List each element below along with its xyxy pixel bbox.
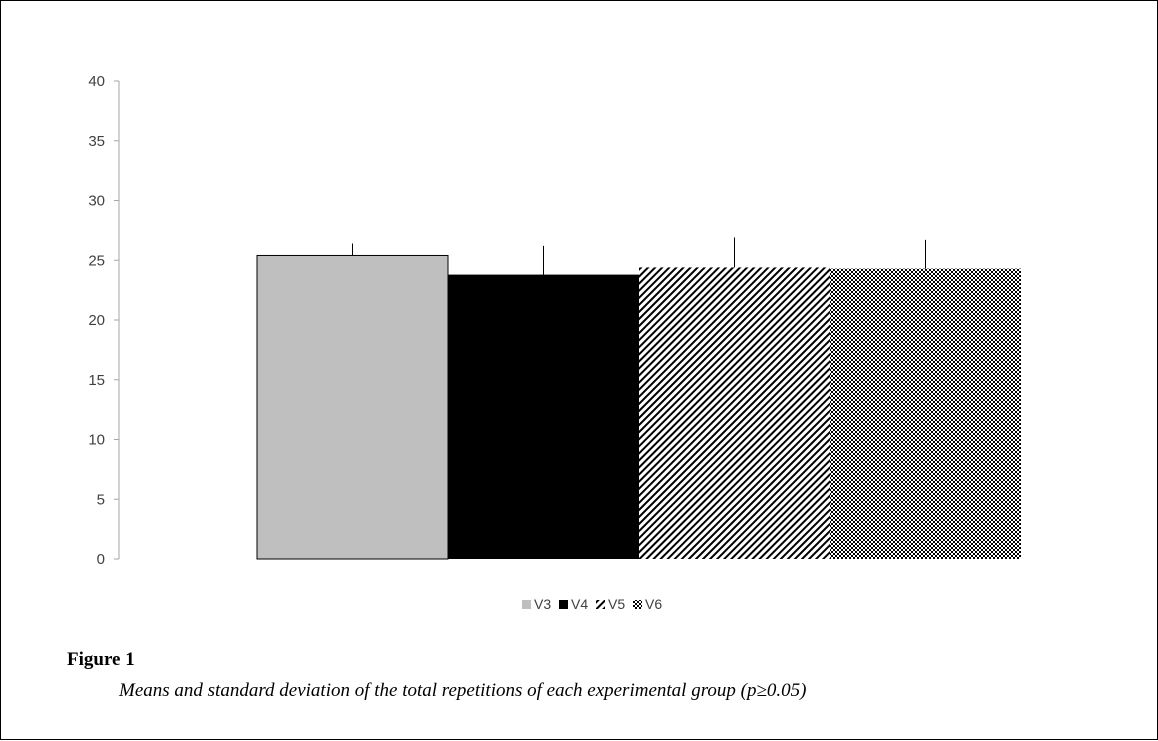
y-tick-label: 20	[88, 312, 105, 329]
bar-v4	[448, 274, 639, 559]
bar-v3	[256, 254, 449, 560]
legend-swatch-v3	[522, 600, 531, 609]
figure-title: Figure 1	[67, 649, 135, 670]
legend-swatch-v5	[596, 600, 605, 609]
legend-swatch-v6	[633, 600, 642, 609]
figure-caption: Means and standard deviation of the tota…	[119, 680, 807, 701]
error-bars	[352, 237, 926, 275]
y-tick-label: 5	[97, 491, 105, 508]
y-tick-label: 30	[88, 193, 105, 210]
y-tick-label: 35	[88, 133, 105, 150]
y-tick-label: 40	[88, 73, 105, 90]
legend-label-v6: V6	[645, 596, 662, 612]
legend: V3 V4 V5 V6	[522, 596, 662, 612]
y-axis: 0 5 10 15 20 25 30 35 40	[88, 73, 120, 568]
y-tick-label: 15	[88, 372, 105, 389]
y-tick-label: 0	[97, 551, 105, 568]
legend-label-v3: V3	[534, 596, 551, 612]
legend-label-v5: V5	[608, 596, 625, 612]
bars	[256, 254, 1021, 560]
legend-label-v4: V4	[571, 596, 588, 612]
bar-v6	[830, 268, 1021, 559]
legend-swatch-v4	[559, 600, 568, 609]
y-tick-label: 25	[88, 252, 105, 269]
bar-v5	[639, 267, 830, 559]
y-tick-label: 10	[88, 432, 105, 449]
